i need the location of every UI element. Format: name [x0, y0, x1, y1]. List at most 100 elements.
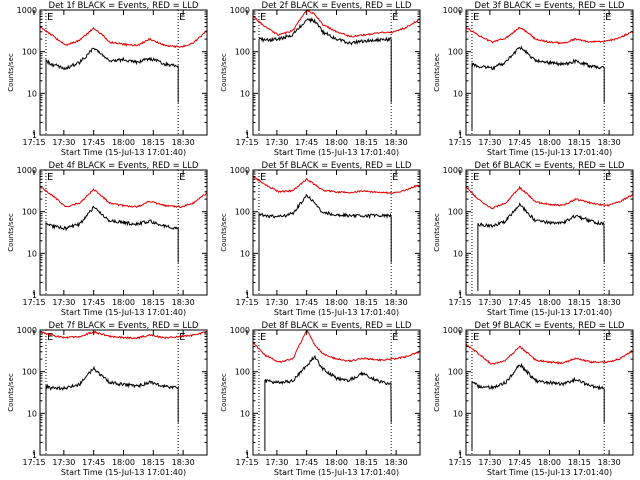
plot-frame	[465, 9, 634, 136]
x-axis-label: Start Time (15-Jul-13 17:01:40)	[61, 308, 186, 317]
plot-title: Det 1f BLACK = Events, RED = LLD	[49, 1, 199, 11]
marker-letter: E	[260, 12, 266, 23]
y-tick-label: 10	[453, 249, 463, 258]
x-tick-label: 18:30	[172, 458, 195, 467]
x-tick-label: 17:15	[449, 138, 472, 147]
plot-frame	[252, 329, 421, 456]
x-tick-label: 18:15	[355, 138, 378, 147]
series-lld-line	[252, 176, 421, 195]
x-tick-label: 18:15	[142, 298, 165, 307]
x-tick-label: 18:00	[538, 458, 561, 467]
marker-letter: E	[47, 332, 53, 343]
series-lld-line	[39, 185, 208, 209]
marker-letter: E	[473, 12, 479, 23]
x-tick-label: 18:15	[568, 298, 591, 307]
plot-title: Det 6f BLACK = Events, RED = LLD	[475, 161, 625, 171]
x-tick-label: 18:15	[355, 298, 378, 307]
x-tick-label: 18:00	[325, 458, 348, 467]
y-axis-label: Counts/sec	[220, 373, 228, 412]
y-tick-label: 1	[32, 291, 37, 300]
x-tick-label: 17:15	[449, 458, 472, 467]
series-events-line	[264, 354, 392, 451]
x-tick-label: 18:00	[112, 298, 135, 307]
marker-letter: E	[605, 172, 611, 183]
marker-letter: E	[260, 172, 266, 183]
x-tick-label: 18:30	[598, 138, 621, 147]
x-tick-label: 17:30	[52, 458, 75, 467]
y-tick-label: 1000	[230, 6, 250, 15]
plot-frame	[252, 9, 421, 136]
x-tick-label: 18:30	[385, 298, 408, 307]
y-tick-label: 100	[448, 368, 463, 377]
x-axis-label: Start Time (15-Jul-13 17:01:40)	[274, 148, 399, 157]
plot-title: Det 7f BLACK = Events, RED = LLD	[49, 321, 199, 331]
plot-frame	[39, 9, 208, 136]
y-tick-label: 100	[235, 368, 250, 377]
y-tick-label: 1	[245, 291, 250, 300]
y-tick-label: 1000	[17, 326, 37, 335]
series-lld-line	[465, 343, 634, 365]
y-axis-label: Counts/sec	[7, 53, 15, 92]
marker-letter: E	[392, 332, 398, 343]
series-events-line	[45, 205, 179, 291]
x-tick-label: 18:30	[385, 458, 408, 467]
x-tick-label: 17:45	[82, 298, 105, 307]
x-tick-label: 18:00	[325, 138, 348, 147]
marker-letter: E	[47, 172, 53, 183]
x-axis-label: Start Time (15-Jul-13 17:01:40)	[61, 148, 186, 157]
plot-frame	[252, 169, 421, 296]
y-tick-label: 100	[22, 48, 37, 57]
y-tick-label: 1000	[443, 6, 463, 15]
y-tick-label: 10	[453, 409, 463, 418]
series-events-line	[477, 202, 605, 291]
y-tick-label: 1000	[443, 326, 463, 335]
x-tick-label: 18:00	[112, 458, 135, 467]
x-tick-label: 18:30	[385, 138, 408, 147]
y-tick-label: 100	[448, 208, 463, 217]
plot-frame	[465, 329, 634, 456]
y-tick-label: 10	[27, 89, 37, 98]
x-tick-label: 17:15	[449, 298, 472, 307]
y-tick-label: 1	[458, 451, 463, 460]
x-tick-label: 17:45	[295, 298, 318, 307]
y-tick-label: 1000	[17, 6, 37, 15]
x-tick-label: 18:00	[325, 298, 348, 307]
x-tick-label: 17:45	[508, 138, 531, 147]
y-tick-label: 10	[27, 249, 37, 258]
series-lld-line	[465, 185, 634, 210]
plot-frame	[39, 169, 208, 296]
y-tick-label: 1000	[443, 166, 463, 175]
y-tick-label: 1000	[230, 326, 250, 335]
series-events-line	[471, 45, 605, 131]
marker-letter: E	[605, 332, 611, 343]
marker-letter: E	[179, 332, 185, 343]
y-tick-label: 100	[235, 208, 250, 217]
x-tick-label: 18:15	[142, 138, 165, 147]
x-tick-label: 17:45	[295, 458, 318, 467]
plot-frame	[465, 169, 634, 296]
x-tick-label: 17:15	[236, 298, 259, 307]
x-tick-label: 18:30	[172, 298, 195, 307]
x-tick-label: 18:30	[172, 138, 195, 147]
y-axis-label: Counts/sec	[220, 53, 228, 92]
x-tick-label: 18:30	[598, 298, 621, 307]
x-tick-label: 17:45	[82, 138, 105, 147]
x-tick-label: 17:45	[295, 138, 318, 147]
x-axis-label: Start Time (15-Jul-13 17:01:40)	[487, 308, 612, 317]
marker-letter: E	[473, 332, 479, 343]
plot-title: Det 2f BLACK = Events, RED = LLD	[262, 1, 412, 11]
x-tick-label: 17:45	[82, 458, 105, 467]
y-tick-label: 100	[22, 208, 37, 217]
plot-title: Det 8f BLACK = Events, RED = LLD	[262, 321, 412, 331]
x-tick-label: 17:30	[265, 298, 288, 307]
marker-letter: E	[473, 172, 479, 183]
plot-frame	[39, 329, 208, 456]
x-tick-label: 18:00	[538, 138, 561, 147]
x-axis-label: Start Time (15-Jul-13 17:01:40)	[274, 308, 399, 317]
x-axis-label: Start Time (15-Jul-13 17:01:40)	[487, 468, 612, 477]
x-tick-label: 17:30	[478, 138, 501, 147]
series-lld-line	[252, 329, 421, 363]
